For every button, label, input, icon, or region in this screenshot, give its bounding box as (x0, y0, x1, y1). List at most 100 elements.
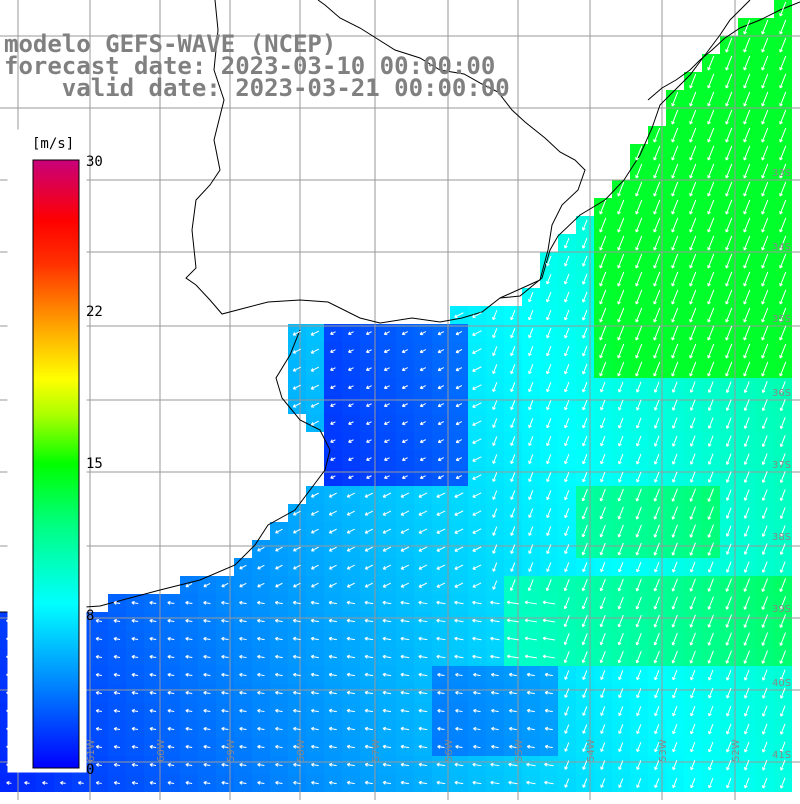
wind-arrow (221, 618, 229, 623)
wind-arrow (149, 636, 157, 641)
wind-arrow (492, 454, 498, 464)
wind-arrow (689, 91, 697, 107)
wind-arrow (582, 688, 588, 698)
wind-arrow (310, 366, 320, 372)
wind-arrow (618, 453, 624, 465)
wind-arrow (472, 492, 482, 498)
wind-arrow (743, 525, 750, 537)
wind-arrow (743, 343, 751, 359)
wind-arrow (707, 578, 714, 592)
wind-arrow (149, 654, 157, 659)
wind-arrow (582, 309, 588, 321)
wind-arrow (384, 475, 390, 479)
wind-arrow (185, 654, 193, 659)
wind-arrow (761, 181, 769, 197)
wind-arrow (689, 217, 697, 233)
wind-arrow (725, 181, 733, 197)
wind-arrow (437, 475, 444, 480)
wind-arrow (436, 564, 446, 570)
wind-arrow (508, 672, 517, 677)
wind-arrow (689, 73, 697, 89)
wind-arrow (761, 759, 768, 771)
wind-arrow (275, 708, 283, 713)
wind-arrow (436, 636, 446, 641)
wind-arrow (599, 633, 606, 646)
wind-arrow (510, 562, 516, 572)
wind-arrow (546, 345, 552, 357)
wind-arrow (671, 235, 679, 251)
wind-arrow (436, 618, 446, 623)
wind-arrow (382, 564, 392, 570)
wind-arrow (653, 181, 661, 197)
wind-arrow (707, 524, 714, 538)
wind-arrow (203, 744, 211, 749)
wind-arrow (167, 780, 175, 785)
wind-arrow (6, 781, 12, 785)
coastline-main (185, 0, 751, 324)
lat-label: 33S (772, 168, 791, 179)
wind-arrow (492, 346, 498, 357)
wind-arrow (492, 364, 498, 375)
wind-arrow (582, 399, 588, 411)
lat-label: 40S (772, 678, 791, 689)
wind-arrow (203, 672, 211, 677)
wind-arrow (328, 654, 337, 659)
wind-arrow (672, 669, 678, 681)
wind-arrow (167, 762, 175, 767)
wind-arrow (671, 417, 678, 429)
wind-arrow (689, 381, 696, 393)
wind-arrow (653, 578, 660, 592)
wind-arrow (346, 564, 355, 570)
wind-arrow (185, 582, 193, 588)
wind-arrow (779, 525, 786, 537)
wind-arrow (725, 343, 733, 359)
wind-arrow (221, 672, 229, 677)
wind-arrow (546, 526, 552, 537)
wind-arrow (546, 544, 552, 555)
wind-arrow (743, 705, 750, 717)
wind-arrow (743, 507, 750, 519)
wind-arrow (419, 367, 427, 372)
wind-arrow (473, 690, 481, 695)
coastline (0, 0, 800, 613)
wind-arrow (330, 385, 336, 389)
wind-arrow (275, 546, 283, 552)
wind-arrow (167, 690, 175, 695)
wind-arrow (400, 564, 410, 570)
wind-arrow (582, 363, 588, 375)
wind-arrow (348, 439, 354, 443)
wind-arrow (472, 402, 482, 408)
wind-arrow (761, 741, 768, 753)
wind-arrow (779, 381, 786, 394)
wind-arrow (149, 762, 157, 767)
wind-arrow (599, 651, 606, 664)
wind-arrow (472, 420, 482, 426)
wind-arrow (725, 55, 733, 71)
wind-arrow (508, 744, 517, 749)
wind-arrow (761, 19, 769, 35)
wind-arrow (707, 488, 715, 502)
wind-arrow (382, 780, 392, 785)
wind-arrow (382, 672, 392, 677)
title-model: modelo GEFS-WAVE (NCEP) (4, 30, 337, 58)
wind-arrow (708, 777, 714, 789)
wind-arrow (761, 343, 769, 359)
wind-arrow (508, 780, 518, 785)
wind-arrow (779, 235, 787, 251)
wind-arrow (744, 741, 750, 753)
wind-arrow (564, 742, 570, 752)
colorbar-tick-22: 22 (86, 304, 103, 320)
wind-arrow (743, 453, 750, 465)
wind-arrow (24, 781, 30, 785)
wind-arrow (600, 706, 606, 716)
wind-arrow (779, 217, 787, 233)
wind-arrow (95, 654, 103, 659)
colorbar-tick-8: 8 (86, 608, 94, 624)
wind-arrow (600, 688, 606, 699)
wind-arrow (653, 488, 660, 502)
wind-arrow (257, 708, 265, 713)
wind-arrow (779, 596, 787, 610)
wind-arrow (761, 55, 769, 71)
wind-arrow (382, 654, 392, 659)
wind-arrow (707, 163, 715, 179)
